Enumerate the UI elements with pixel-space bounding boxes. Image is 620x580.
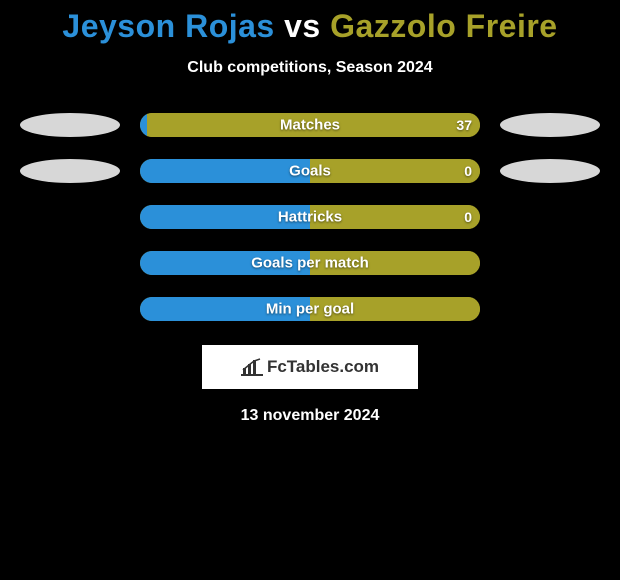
stat-bar: Min per goal xyxy=(140,297,480,321)
left-ellipse xyxy=(20,159,120,183)
bar-label: Goals per match xyxy=(251,255,369,272)
bar-label: Matches xyxy=(280,117,340,134)
bar-left-fill xyxy=(140,113,147,137)
stat-row: 37 Matches xyxy=(0,113,620,137)
subtitle: Club competitions, Season 2024 xyxy=(0,59,620,77)
stat-bar: 37 Matches xyxy=(140,113,480,137)
bar-right-value: 37 xyxy=(456,117,472,133)
stat-bar: 0 Goals xyxy=(140,159,480,183)
bar-right-value: 0 xyxy=(464,209,472,225)
stat-bar: 0 Hattricks xyxy=(140,205,480,229)
stat-row: 0 Hattricks xyxy=(0,205,620,229)
page-title: Jeyson Rojas vs Gazzolo Freire xyxy=(0,0,620,45)
title-player1: Jeyson Rojas xyxy=(62,8,274,44)
stat-row: Min per goal xyxy=(0,297,620,321)
stat-bar: Goals per match xyxy=(140,251,480,275)
right-ellipse xyxy=(500,113,600,137)
right-ellipse xyxy=(500,159,600,183)
stats-rows: 37 Matches 0 Goals 0 Hattricks Goals per match… xyxy=(0,113,620,321)
left-ellipse xyxy=(20,113,120,137)
title-player2: Gazzolo Freire xyxy=(330,8,558,44)
bar-label: Goals xyxy=(289,163,331,180)
bar-right-value: 0 xyxy=(464,163,472,179)
logo-box: FcTables.com xyxy=(202,345,418,389)
bar-right-fill xyxy=(310,159,480,183)
stat-row: Goals per match xyxy=(0,251,620,275)
bar-left-fill xyxy=(140,159,310,183)
bar-label: Min per goal xyxy=(266,301,354,318)
date-text: 13 november 2024 xyxy=(0,407,620,425)
barchart-icon xyxy=(241,358,263,376)
logo-text: FcTables.com xyxy=(267,357,379,377)
bar-label: Hattricks xyxy=(278,209,342,226)
stat-row: 0 Goals xyxy=(0,159,620,183)
title-vs: vs xyxy=(284,8,321,44)
